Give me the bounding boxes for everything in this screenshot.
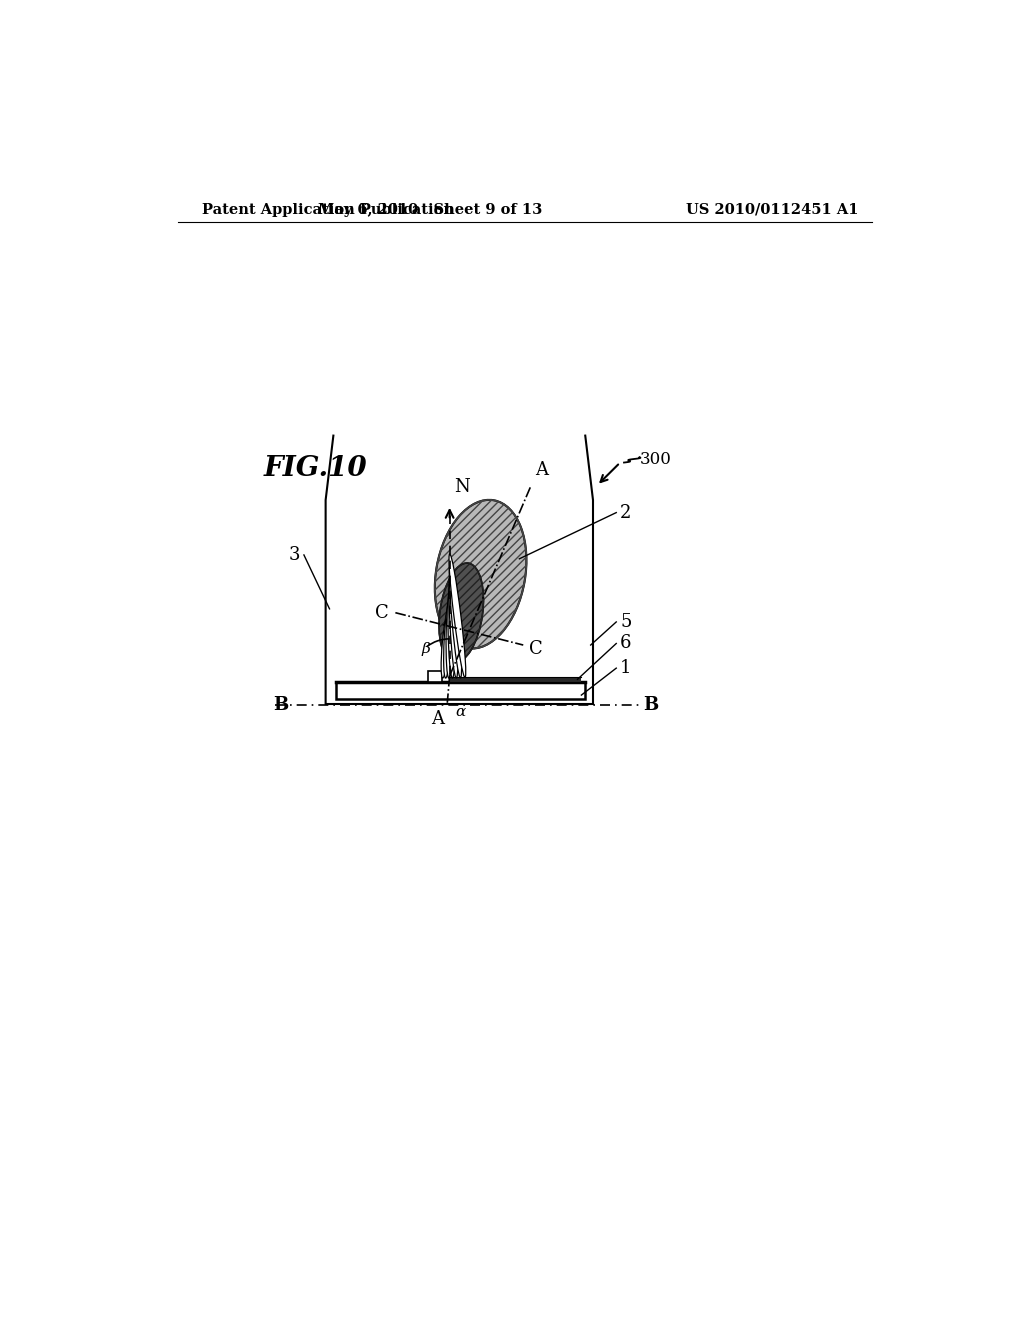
Ellipse shape (450, 572, 458, 678)
Text: A: A (535, 462, 548, 479)
Text: C: C (529, 640, 543, 657)
Text: 5: 5 (621, 612, 632, 631)
Ellipse shape (449, 554, 466, 677)
Ellipse shape (447, 581, 455, 678)
Text: α: α (456, 705, 466, 719)
Text: 3: 3 (289, 546, 300, 564)
Text: US 2010/0112451 A1: US 2010/0112451 A1 (686, 203, 858, 216)
Text: B: B (643, 696, 658, 714)
Bar (428, 671, 442, 682)
Text: A: A (431, 710, 444, 729)
Text: 2: 2 (621, 504, 632, 521)
Text: May 6, 2010   Sheet 9 of 13: May 6, 2010 Sheet 9 of 13 (318, 203, 543, 216)
Text: N: N (455, 478, 470, 496)
Ellipse shape (435, 500, 526, 648)
Text: 300: 300 (640, 451, 672, 469)
Text: Patent Application Publication: Patent Application Publication (202, 203, 454, 216)
Text: B: B (273, 696, 288, 714)
Ellipse shape (443, 599, 452, 678)
Bar (450, 677, 582, 682)
Text: 1: 1 (621, 659, 632, 677)
Text: β: β (421, 642, 430, 656)
Text: C: C (376, 603, 389, 622)
Text: FIG.10: FIG.10 (263, 455, 368, 482)
Text: 6: 6 (621, 635, 632, 652)
Ellipse shape (441, 609, 451, 678)
Ellipse shape (446, 590, 454, 678)
Ellipse shape (439, 564, 483, 663)
Ellipse shape (450, 562, 462, 678)
Bar (336, 682, 586, 700)
